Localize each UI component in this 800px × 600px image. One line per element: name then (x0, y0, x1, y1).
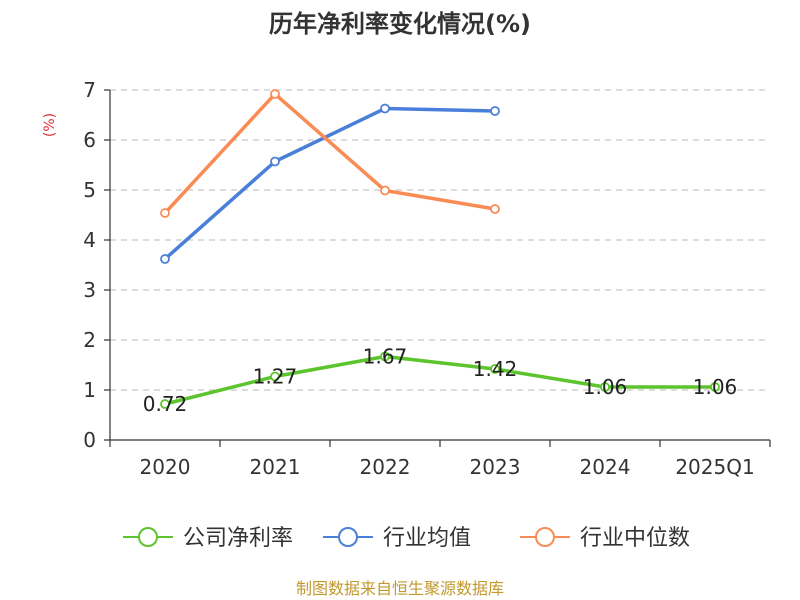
data-point (490, 106, 500, 116)
series-line (163, 92, 496, 215)
data-point (380, 103, 390, 114)
series-line (164, 354, 715, 406)
x-tick-label: 2022 (360, 455, 411, 479)
grid-lines (110, 89, 770, 391)
y-tick-label: 3 (83, 278, 96, 302)
data-point (600, 382, 610, 392)
x-tick-label: 2020 (140, 455, 191, 479)
data-point (270, 371, 280, 382)
data-point (380, 185, 390, 196)
y-tick-label: 7 (83, 78, 96, 102)
legend-label: 公司净利率 (183, 526, 293, 551)
data-point (710, 382, 720, 392)
y-tick-label: 5 (83, 178, 96, 202)
y-tick-label: 4 (83, 228, 96, 252)
data-label: 1.27 (253, 365, 298, 389)
legend-marker (138, 527, 158, 547)
x-tick-label: 2024 (580, 455, 631, 479)
data-point (160, 399, 170, 409)
y-tick-label: 2 (83, 328, 96, 352)
legend-marker (535, 527, 555, 547)
x-tick-label: 2025Q1 (675, 455, 754, 479)
data-label: 1.67 (363, 345, 408, 369)
y-tick-label: 6 (83, 128, 96, 152)
x-tick-label: 2021 (250, 455, 301, 479)
x-tick-label: 2023 (470, 455, 521, 479)
data-label: 1.06 (583, 375, 628, 399)
source-note: 制图数据来自恒生聚源数据库 (296, 579, 504, 598)
legend-label: 行业中位数 (580, 526, 690, 551)
data-label: 0.72 (143, 392, 188, 416)
y-tick-label: 0 (83, 428, 96, 452)
data-point (380, 351, 390, 362)
data-point (160, 254, 170, 264)
data-labels: 0.72 1.27 1.67 1.42 1.06 1.06 (143, 345, 738, 417)
y-tick-label: 1 (83, 378, 96, 402)
chart-title: 历年净利率变化情况(%) (269, 10, 531, 38)
axes: 0 1 2 3 4 5 6 7 2020 2021 2022 2023 2024 2025Q1 (83, 78, 771, 479)
data-label: 1.06 (693, 375, 738, 399)
series-line (163, 106, 496, 261)
data-point (270, 89, 280, 99)
y-axis-label: (%) (42, 113, 58, 137)
data-point (490, 364, 500, 374)
legend: 公司净利率 行业均值 行业中位数 (123, 526, 690, 551)
data-point (270, 156, 280, 167)
data-point (490, 204, 500, 214)
data-label: 1.42 (473, 357, 518, 381)
legend-marker (338, 527, 358, 547)
series-group (160, 89, 720, 409)
legend-label: 行业均值 (383, 526, 471, 551)
data-point (160, 208, 170, 218)
